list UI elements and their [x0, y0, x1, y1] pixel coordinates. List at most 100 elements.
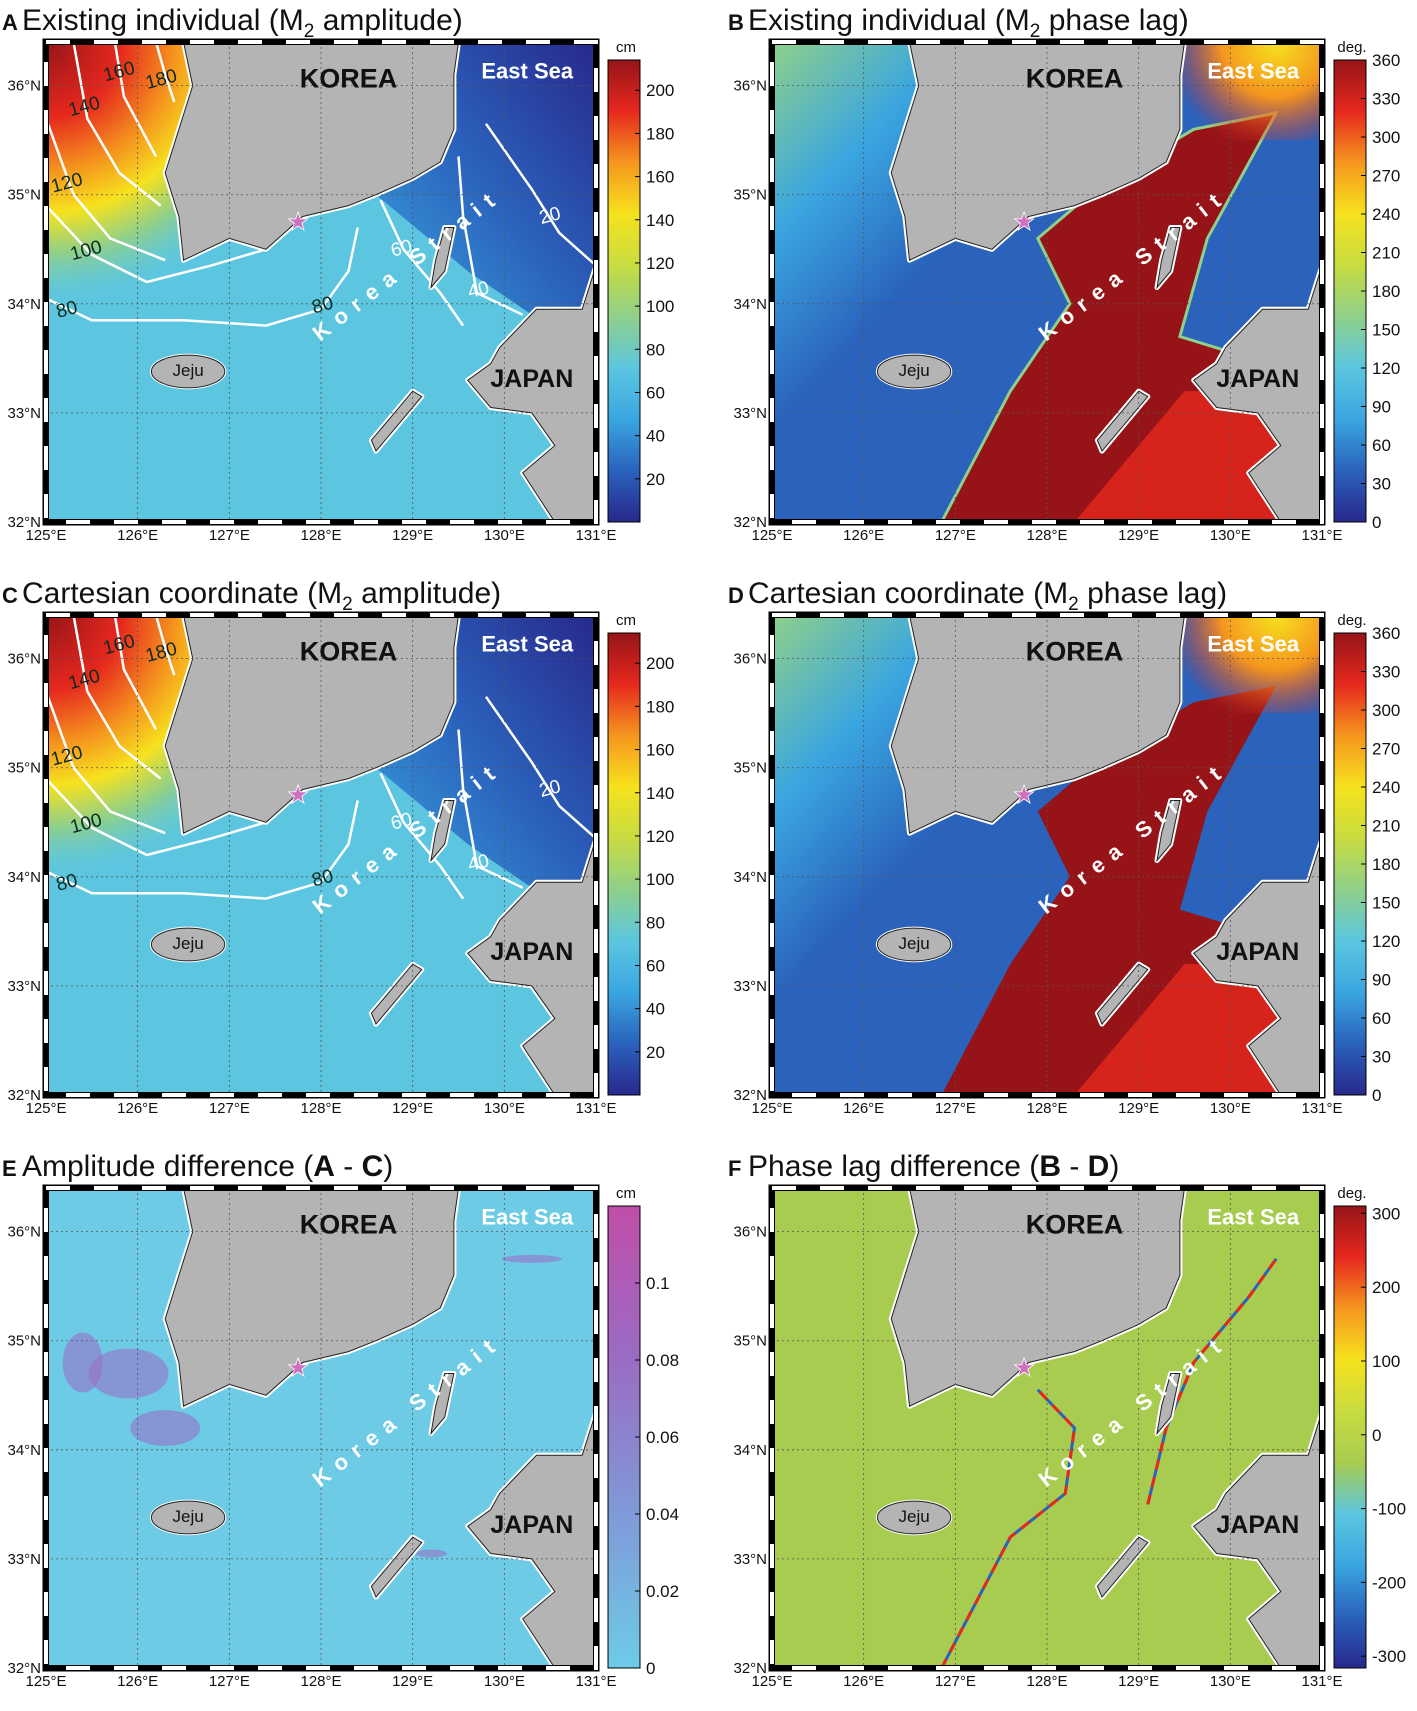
y-tick-label: 35°N — [733, 187, 767, 204]
colorbar-tick-label: 270 — [1372, 167, 1400, 186]
colorbar-unit: deg. — [1337, 39, 1366, 56]
place-label: KOREA — [300, 636, 398, 666]
x-tick-label: 131°E — [575, 527, 616, 544]
y-tick-label: 35°N — [7, 760, 41, 777]
land — [1192, 1411, 1322, 1668]
land — [1096, 1536, 1149, 1599]
colorbar-unit: deg. — [1337, 612, 1366, 629]
land — [876, 354, 952, 389]
colorbar-tick-label: 30 — [1372, 1048, 1391, 1067]
land — [164, 42, 460, 261]
x-tick-label: 129°E — [392, 1100, 433, 1117]
field-anomaly — [88, 1348, 169, 1399]
colorbar-tick-label: 0.06 — [646, 1428, 679, 1447]
map-frame — [768, 38, 1326, 526]
colorbar — [607, 1205, 641, 1669]
contour-line — [46, 227, 359, 327]
y-tick-label: 36°N — [733, 78, 767, 95]
x-tick-label: 130°E — [1210, 1100, 1251, 1117]
x-tick-label: 125°E — [25, 1673, 66, 1690]
map-frame — [44, 1186, 598, 1670]
land — [876, 1500, 952, 1535]
title-part: phase lag) — [1079, 577, 1227, 610]
colorbar-tick-label: 240 — [1372, 778, 1400, 797]
panel-title: Existing individual (M2 phase lag) — [748, 4, 1189, 42]
x-tick-label: 130°E — [1210, 1673, 1251, 1690]
station-star — [1013, 783, 1035, 805]
colorbar-tick-label: 20 — [646, 1043, 665, 1062]
colorbar-tick-label: 60 — [646, 956, 665, 975]
colorbar-tick-label: 90 — [1372, 398, 1391, 417]
y-tick-label: 36°N — [733, 1224, 767, 1241]
y-tick-label: 33°N — [7, 978, 41, 995]
x-tick-label: 129°E — [1118, 1100, 1159, 1117]
colorbar-tick-label: -300 — [1372, 1647, 1406, 1666]
x-tick-label: 128°E — [1026, 527, 1067, 544]
x-tick-label: 125°E — [751, 1673, 792, 1690]
colorbar-tick-label: 0.08 — [646, 1351, 679, 1370]
colorbar-tick-label: -100 — [1372, 1500, 1406, 1519]
land — [370, 1536, 423, 1599]
panel-title: Amplitude difference (A - C) — [22, 1150, 393, 1183]
field-northeast — [1175, 615, 1322, 714]
colorbar-tick-label: 270 — [1372, 740, 1400, 759]
station-star — [287, 783, 309, 805]
colorbar-unit: cm — [616, 612, 636, 629]
y-tick-label: 32°N — [7, 1087, 41, 1104]
contour-line — [72, 42, 162, 207]
place-label: East Sea — [481, 1204, 573, 1229]
place-label: JAPAN — [1216, 938, 1299, 966]
y-tick-label: 35°N — [7, 187, 41, 204]
x-tick-label: 128°E — [1026, 1100, 1067, 1117]
title-part: Cartesian coordinate (M — [22, 577, 342, 610]
x-tick-label: 126°E — [117, 1100, 158, 1117]
contour-line — [484, 123, 596, 267]
x-tick-label: 126°E — [843, 1673, 884, 1690]
x-tick-label: 130°E — [484, 1100, 525, 1117]
colorbar-tick-label: 30 — [1372, 475, 1391, 494]
place-label: KOREA — [1026, 63, 1124, 93]
contour-line — [46, 777, 267, 857]
colorbar-tick-label: 180 — [646, 697, 674, 716]
x-tick-label: 131°E — [1301, 1100, 1342, 1117]
contour-line — [113, 615, 158, 731]
colorbar-tick-label: 300 — [1372, 701, 1400, 720]
land — [1192, 838, 1322, 1095]
y-tick-label: 34°N — [733, 1442, 767, 1459]
land — [1192, 265, 1322, 522]
colorbar-tick-label: 360 — [1372, 51, 1400, 70]
colorbar-tick-label: 60 — [646, 383, 665, 402]
x-tick-label: 128°E — [300, 1100, 341, 1117]
y-tick-label: 33°N — [7, 1551, 41, 1568]
title-part: Cartesian coordinate (M — [748, 577, 1068, 610]
place-label: JAPAN — [490, 1511, 573, 1539]
colorbar-tick-label: 100 — [646, 870, 674, 889]
title-part: Phase lag difference ( — [748, 1150, 1039, 1183]
title-part: B — [1039, 1150, 1061, 1183]
title-part: 2 — [304, 21, 315, 42]
x-tick-label: 127°E — [935, 1673, 976, 1690]
contour-line — [154, 42, 176, 103]
x-tick-label: 129°E — [392, 1673, 433, 1690]
x-tick-label: 129°E — [392, 527, 433, 544]
land — [150, 927, 226, 962]
title-part: 2 — [1030, 21, 1041, 42]
colorbar-unit: cm — [616, 39, 636, 56]
map-frame — [768, 1184, 1326, 1672]
colorbar-tick-label: 210 — [1372, 244, 1400, 263]
place-label: KOREA — [1026, 636, 1124, 666]
contour-line — [379, 199, 465, 327]
colorbar-tick-label: 120 — [646, 254, 674, 273]
land — [430, 800, 455, 863]
place-label: KOREA — [300, 1209, 398, 1239]
y-tick-label: 32°N — [7, 1660, 41, 1677]
x-tick-label: 127°E — [209, 1100, 250, 1117]
title-part: A — [313, 1150, 335, 1183]
colorbar-tick-label: 0 — [1372, 513, 1381, 532]
colorbar-tick-label: 60 — [1372, 436, 1391, 455]
y-tick-label: 34°N — [733, 869, 767, 886]
title-part: Existing individual (M — [22, 4, 304, 37]
